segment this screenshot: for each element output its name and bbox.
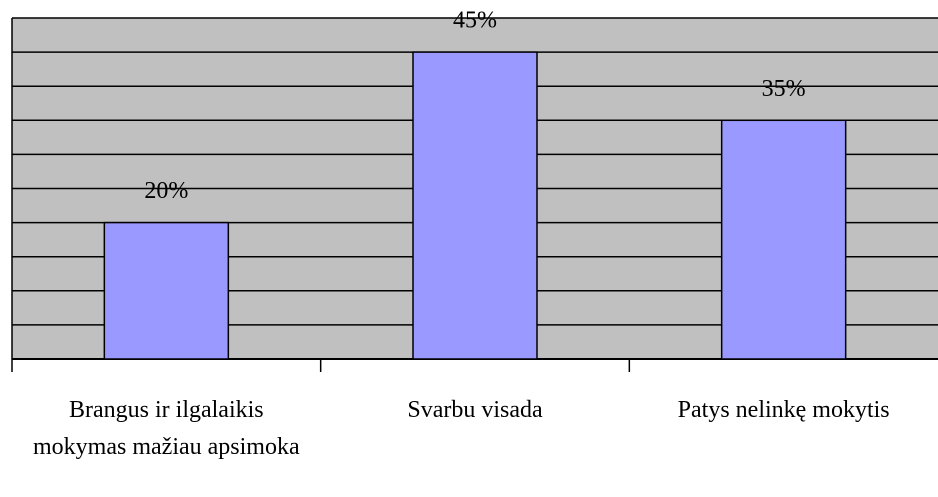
value-label: 45% — [453, 8, 497, 34]
x-tick-label: Brangus ir ilgalaikis mokymas mažiau aps… — [33, 397, 300, 460]
bar — [412, 51, 538, 360]
value-label: 35% — [762, 76, 806, 102]
x-tick-label: Svarbu visada — [407, 397, 543, 423]
bar — [720, 119, 847, 360]
bar — [103, 221, 230, 360]
value-label: 20% — [144, 178, 188, 204]
x-tick-label: Patys nelinkę mokytis — [677, 397, 890, 423]
